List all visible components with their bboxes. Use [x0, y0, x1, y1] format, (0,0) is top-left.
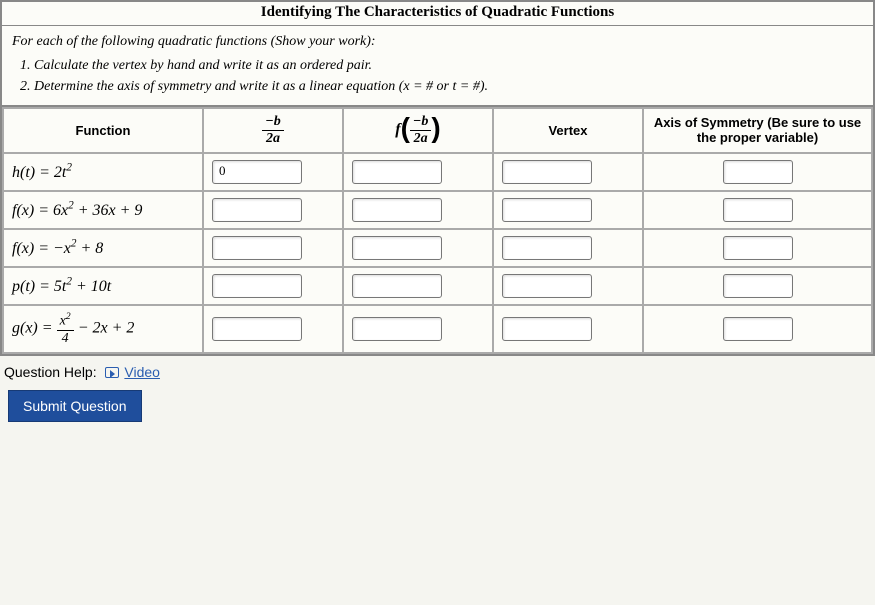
function-cell: f(x) = −x2 + 8: [3, 229, 203, 267]
function-expr: f(x) = 6x2 + 36x + 9: [12, 202, 142, 219]
video-icon: [105, 367, 119, 378]
col-f-of-neg-b-over-2a: f( −b 2a ): [343, 108, 493, 153]
table-row: g(x) = x2 4 − 2x + 2: [3, 305, 872, 353]
instructions-intro: For each of the following quadratic func…: [12, 32, 863, 52]
instructions: For each of the following quadratic func…: [2, 26, 873, 107]
col-axis: Axis of Symmetry (Be sure to use the pro…: [643, 108, 872, 153]
function-cell: h(t) = 2t2: [3, 153, 203, 191]
quadratic-table: Function −b 2a f( −b 2a ) Vertex Axis of…: [2, 107, 873, 354]
instruction-step-1: Calculate the vertex by hand and write i…: [34, 56, 863, 76]
input-axis[interactable]: [723, 236, 793, 260]
submit-button[interactable]: Submit Question: [8, 390, 142, 422]
function-cell: p(t) = 5t2 + 10t: [3, 267, 203, 305]
function-expr: p(t) = 5t2 + 10t: [12, 278, 111, 295]
col-neg-b-over-2a: −b 2a: [203, 108, 343, 153]
video-link[interactable]: Video: [124, 364, 160, 380]
worksheet-container: Identifying The Characteristics of Quadr…: [0, 0, 875, 356]
function-expr: h(t) = 2t2: [12, 164, 72, 181]
input-vertex[interactable]: [502, 236, 592, 260]
table-row: f(x) = 6x2 + 36x + 9: [3, 191, 872, 229]
col-function: Function: [3, 108, 203, 153]
input-vertex[interactable]: [502, 198, 592, 222]
function-prefix: g(x) =: [12, 319, 57, 336]
input-b2a[interactable]: [212, 274, 302, 298]
table-header-row: Function −b 2a f( −b 2a ) Vertex Axis of…: [3, 108, 872, 153]
input-b2a[interactable]: 0: [212, 160, 302, 184]
question-help-row: Question Help: Video: [0, 356, 875, 386]
input-b2a[interactable]: [212, 198, 302, 222]
table-row: h(t) = 2t2 0: [3, 153, 872, 191]
input-f-b2a[interactable]: [352, 317, 442, 341]
input-vertex[interactable]: [502, 160, 592, 184]
input-f-b2a[interactable]: [352, 198, 442, 222]
col-vertex: Vertex: [493, 108, 643, 153]
instruction-step-2: Determine the axis of symmetry and write…: [34, 77, 863, 97]
function-cell: f(x) = 6x2 + 36x + 9: [3, 191, 203, 229]
input-vertex[interactable]: [502, 274, 592, 298]
input-axis[interactable]: [723, 160, 793, 184]
table-row: f(x) = −x2 + 8: [3, 229, 872, 267]
input-b2a[interactable]: [212, 317, 302, 341]
input-f-b2a[interactable]: [352, 236, 442, 260]
function-expr: f(x) = −x2 + 8: [12, 240, 103, 257]
help-label: Question Help:: [4, 364, 97, 380]
function-suffix: − 2x + 2: [74, 319, 135, 336]
input-axis[interactable]: [723, 198, 793, 222]
function-cell: g(x) = x2 4 − 2x + 2: [3, 305, 203, 353]
input-axis[interactable]: [723, 317, 793, 341]
input-f-b2a[interactable]: [352, 274, 442, 298]
table-row: p(t) = 5t2 + 10t: [3, 267, 872, 305]
page-title: Identifying The Characteristics of Quadr…: [2, 2, 873, 26]
input-b2a[interactable]: [212, 236, 302, 260]
input-vertex[interactable]: [502, 317, 592, 341]
input-f-b2a[interactable]: [352, 160, 442, 184]
input-axis[interactable]: [723, 274, 793, 298]
